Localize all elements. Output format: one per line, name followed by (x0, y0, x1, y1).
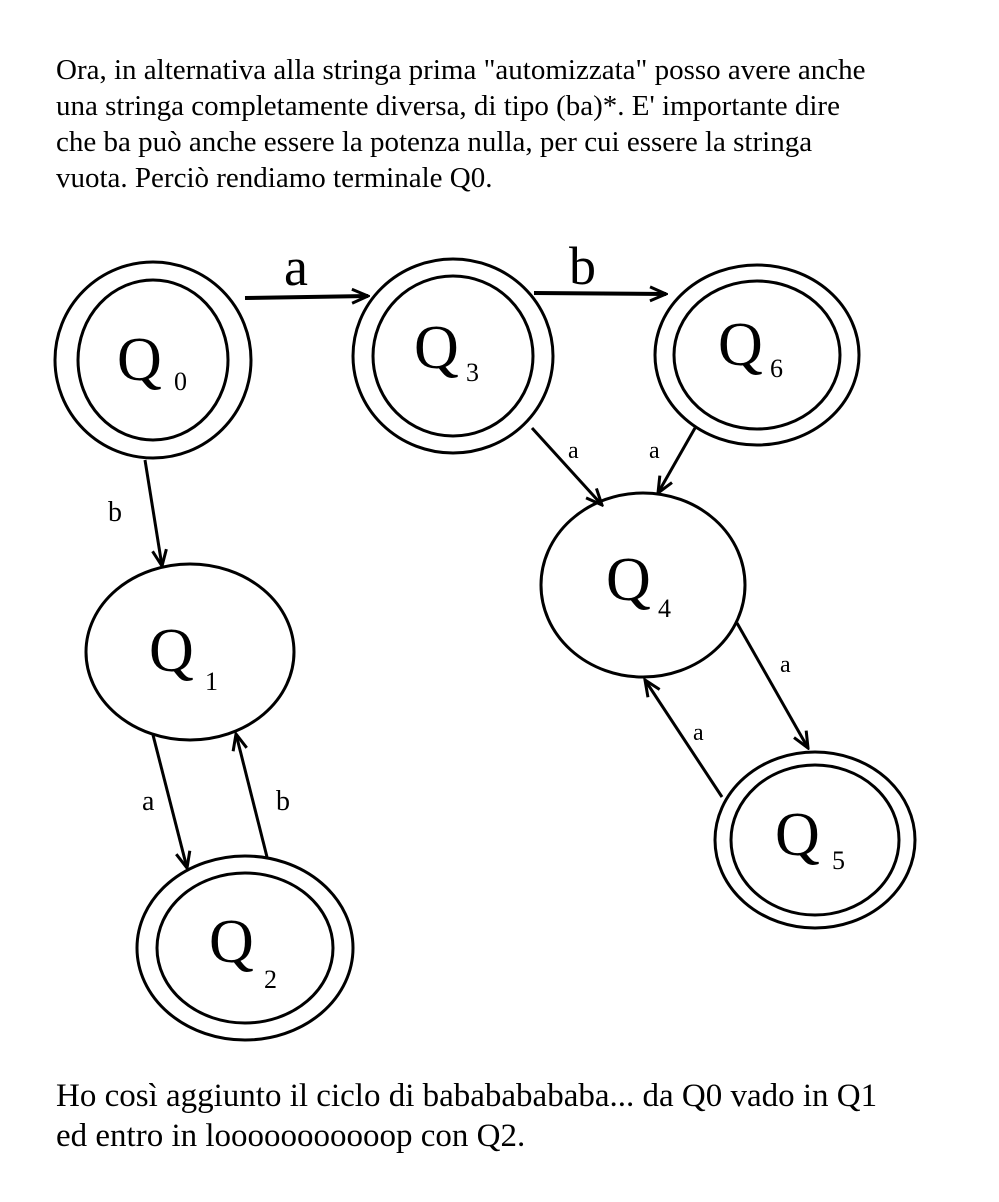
transition-q0-q3: a (244, 237, 368, 298)
state-q4-letter: Q (606, 546, 651, 614)
state-q6-letter: Q (718, 311, 763, 379)
transition-q5-q4: a (645, 680, 724, 798)
state-q1: Q 1 (84, 562, 296, 742)
transition-q3-q4-label: a (568, 438, 579, 464)
state-q6-index: 6 (770, 354, 783, 383)
outro-line: Ho così aggiunto il ciclo di bababababab… (56, 1078, 878, 1114)
transition-q3-q6: b (533, 236, 666, 296)
transition-q1-q2: a (142, 734, 187, 868)
state-q5: Q 5 (713, 750, 917, 930)
state-q5-letter: Q (775, 801, 820, 869)
state-q0: Q 0 (53, 260, 253, 460)
intro-line: Ora, in alternativa alla stringa prima "… (56, 54, 866, 86)
transition-q3-q6-label: b (569, 236, 596, 296)
transition-q0-q1: b (108, 459, 162, 566)
state-q3-index: 3 (466, 358, 479, 387)
transition-q6-q4-label: a (649, 438, 660, 464)
state-q2: Q 2 (135, 854, 355, 1042)
transition-q2-q1: b (236, 734, 290, 858)
intro-line: una stringa completamente diversa, di ti… (56, 90, 840, 122)
state-q0-index: 0 (174, 367, 187, 396)
state-q4: Q 4 (539, 491, 747, 679)
state-q2-letter: Q (209, 908, 254, 976)
intro-paragraph: Ora, in alternativa alla stringa prima "… (56, 52, 956, 196)
state-q5-index: 5 (832, 846, 845, 875)
transition-q4-q5: a (735, 622, 808, 748)
outro-line: ed entro in looooooooooop con Q2. (56, 1118, 526, 1154)
state-q4-index: 4 (658, 594, 671, 623)
transition-q5-q4-label: a (693, 720, 704, 746)
transition-q1-q2-label: a (142, 786, 155, 817)
state-q1-letter: Q (149, 617, 194, 685)
intro-line: che ba può anche essere la potenza nulla… (56, 126, 813, 158)
state-q3-letter: Q (414, 314, 459, 382)
transition-q6-q4: a (649, 427, 697, 493)
transition-q4-q5-label: a (780, 652, 791, 678)
outro-paragraph: Ho così aggiunto il ciclo di bababababab… (56, 1076, 976, 1156)
transition-q3-q4: a (530, 426, 602, 505)
state-q1-index: 1 (205, 667, 218, 696)
state-q0-letter: Q (117, 326, 162, 394)
transition-q0-q1-label: b (108, 497, 122, 528)
transition-q0-q3-label: a (284, 237, 308, 297)
state-q3: Q 3 (351, 257, 555, 455)
state-q2-index: 2 (264, 965, 277, 994)
state-q6: Q 6 (653, 263, 861, 447)
transition-q2-q1-label: b (276, 786, 290, 817)
intro-line: vuota. Perciò rendiamo terminale Q0. (56, 162, 493, 194)
